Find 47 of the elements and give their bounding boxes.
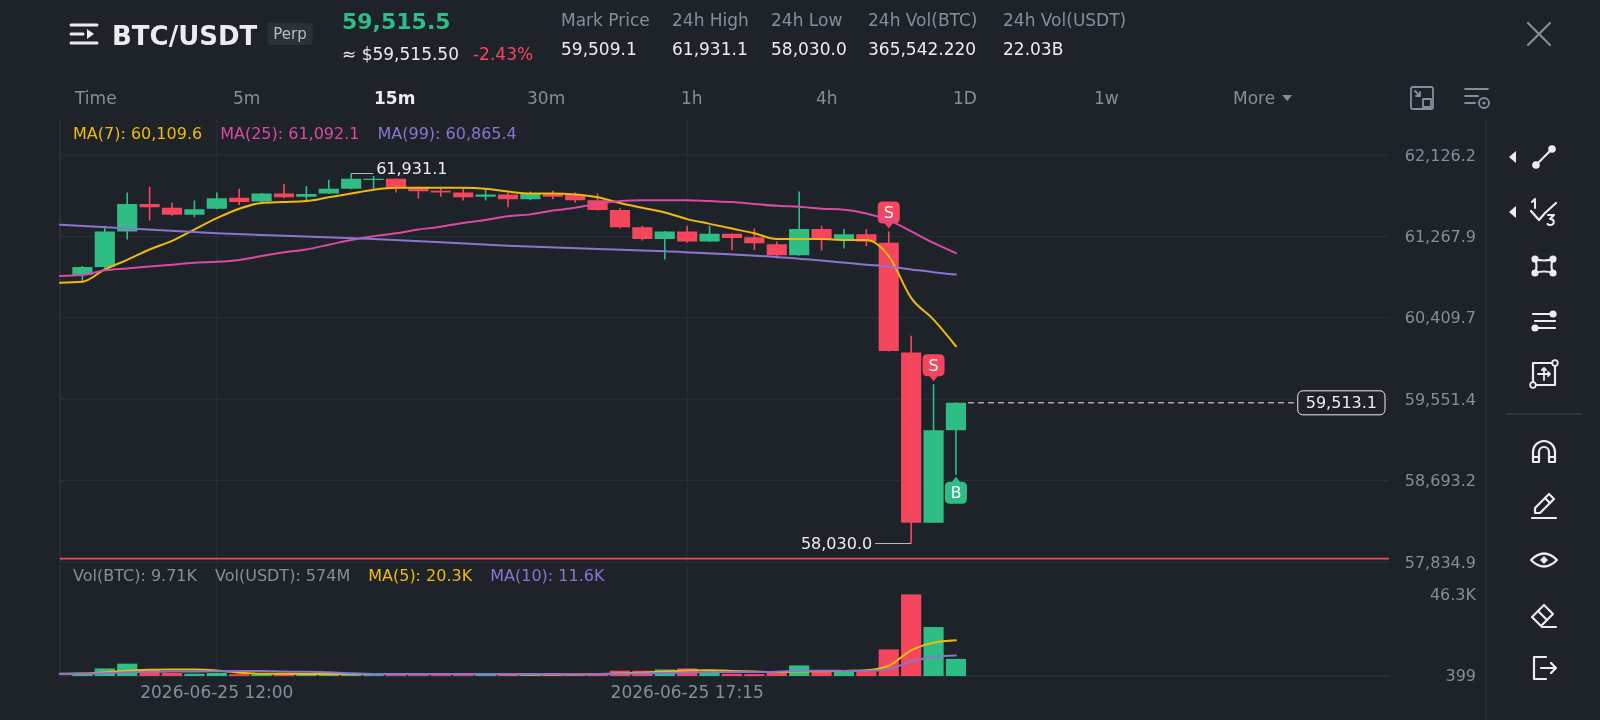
- text: 24h Low: [771, 10, 843, 30]
- y-tick-label: 57,834.9: [1404, 552, 1476, 572]
- y-tick-label: 62,126.2: [1404, 145, 1476, 165]
- ref-line-label: 59,513.1: [1305, 393, 1377, 413]
- text: 22.03B: [1003, 39, 1064, 59]
- text: MA(7): 60,109.6: [73, 123, 203, 143]
- text: MA(10): 11.6K: [490, 565, 605, 585]
- text: 4h: [816, 88, 838, 108]
- text: 30m: [527, 88, 566, 108]
- text: MA(5): 20.3K: [368, 565, 473, 585]
- y-tick-label: 399: [1445, 665, 1476, 685]
- y-tick-label: 61,267.9: [1404, 226, 1476, 246]
- text: Mark Price: [561, 10, 650, 30]
- annotation: 58,030.0: [800, 534, 873, 554]
- x-tick-label: 2026-06-25 17:15: [610, 681, 764, 702]
- annotation: 61,931.1: [376, 159, 448, 179]
- text: BTC/USDT: [112, 21, 258, 51]
- text: 5m: [233, 88, 261, 108]
- annotation: S: [928, 355, 939, 375]
- text: Perp: [273, 25, 307, 43]
- text: 1D: [953, 88, 977, 108]
- text: 58,030.0: [771, 39, 847, 59]
- text: 1h: [681, 88, 703, 108]
- y-tick-label: 59,551.4: [1404, 389, 1476, 409]
- y-tick-label: 58,693.2: [1404, 471, 1476, 491]
- text: ≈ $59,515.50: [342, 44, 459, 64]
- text: MA(99): 60,865.4: [377, 123, 517, 143]
- text: Time: [74, 88, 117, 108]
- y-tick-label: 60,409.7: [1404, 308, 1476, 328]
- annotation: B: [950, 483, 962, 503]
- text: -2.43%: [472, 44, 534, 64]
- text: 59,509.1: [561, 39, 637, 59]
- text: 1w: [1094, 88, 1119, 108]
- annotation: S: [883, 203, 894, 223]
- text: More: [1233, 88, 1276, 108]
- text: 61,931.1: [672, 39, 748, 59]
- text: 24h Vol(USDT): [1003, 10, 1127, 30]
- annotation: Vol(USDT): 574M: [215, 565, 351, 585]
- text: MA(25): 61,092.1: [220, 123, 360, 143]
- text: 24h Vol(BTC): [868, 10, 978, 30]
- y-tick-label: 46.3K: [1429, 585, 1477, 605]
- text: 59,515.5: [342, 9, 451, 34]
- annotation: Vol(BTC): 9.71K: [73, 565, 198, 585]
- text: 24h High: [672, 10, 749, 30]
- text: 15m: [374, 88, 416, 108]
- x-tick-label: 2026-06-25 12:00: [140, 681, 294, 702]
- text: 365,542.220: [868, 39, 977, 59]
